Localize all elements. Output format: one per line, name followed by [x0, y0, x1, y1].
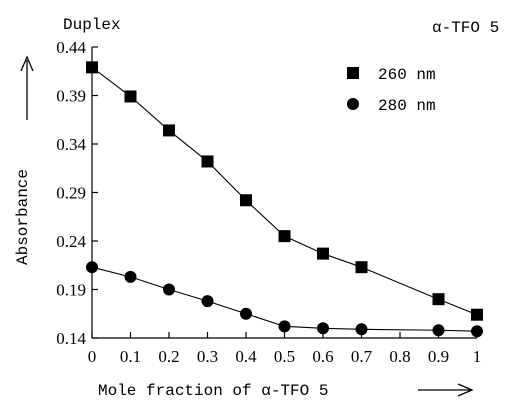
x-axis-label: Mole fraction of α-TFO 5 — [98, 382, 328, 400]
series-280-nm-point — [278, 320, 291, 333]
y-ticks: 0.44 0.39 0.34 0.29 0.24 0.19 0.14 — [56, 38, 98, 348]
series-260-nm-point — [317, 247, 329, 260]
series-260-nm-point — [240, 194, 252, 207]
x-tick-label: 0.4 — [235, 347, 257, 366]
x-tick-label: 0.3 — [197, 347, 218, 366]
x-tick-label: 0.2 — [158, 347, 179, 366]
series-280-nm-point — [240, 307, 252, 320]
series-260-nm-point — [124, 90, 137, 103]
series-260-nm-point — [163, 124, 175, 137]
y-tick-label: 0.14 — [56, 329, 86, 348]
series-280-nm-point — [201, 295, 214, 308]
y-tick-label: 0.44 — [56, 38, 86, 57]
series-260-nm-point — [432, 293, 445, 306]
x-tick-label: 0.1 — [120, 347, 141, 366]
series-260-nm-line — [91, 66, 478, 316]
legend-item: 260 nm — [347, 66, 436, 84]
legend-item: 280 nm — [347, 97, 436, 115]
legend-label: 260 nm — [378, 66, 436, 84]
series-280-nm-point — [86, 261, 98, 274]
series-260-nm-point — [471, 308, 483, 321]
series-280-nm-point — [124, 270, 137, 283]
y-tick-label: 0.24 — [56, 232, 86, 251]
x-tick-label: 0.5 — [274, 347, 295, 366]
y-tick-label: 0.29 — [56, 184, 86, 203]
y-tick-label: 0.19 — [56, 281, 86, 300]
legend: 260 nm 280 nm — [347, 66, 436, 115]
series-280-nm-point — [355, 323, 368, 336]
series-280-nm-line — [91, 266, 478, 332]
x-axis-title: Mole fraction of α-TFO 5 — [98, 382, 474, 400]
series-layer — [86, 61, 483, 338]
series-260-nm-point — [86, 61, 98, 74]
series-280-nm-point — [163, 283, 175, 296]
corner-left-label: Duplex — [63, 16, 121, 34]
y-axis-title: Absorbance — [14, 55, 34, 265]
series-260-nm-point — [201, 155, 214, 168]
y-tick-label: 0.34 — [56, 135, 86, 154]
x-tick-label: 0.7 — [351, 347, 373, 366]
x-ticks: 0 0.1 0.2 0.3 0.4 0.5 0.6 0.7 0.8 0.9 1 — [88, 332, 482, 366]
series-260-nm — [86, 61, 483, 321]
x-axis-arrowhead — [457, 383, 474, 397]
x-tick-label: 0.9 — [428, 347, 449, 366]
legend-marker-square — [347, 67, 359, 79]
series-280-nm-point — [432, 324, 445, 337]
series-280-nm — [86, 261, 483, 338]
corner-right-label: α-TFO 5 — [432, 19, 499, 37]
x-tick-label: 0 — [88, 347, 97, 366]
series-260-nm-point — [355, 261, 368, 274]
series-280-nm-point — [471, 325, 483, 338]
x-tick-label: 0.8 — [389, 347, 410, 366]
y-axis-arrowhead — [20, 55, 34, 72]
legend-marker-circle — [347, 98, 359, 110]
series-260-nm-point — [278, 230, 291, 243]
x-tick-label: 1 — [473, 347, 482, 366]
axes — [91, 47, 477, 339]
x-tick-label: 0.6 — [312, 347, 333, 366]
legend-label: 280 nm — [378, 97, 436, 115]
y-axis-label: Absorbance — [14, 169, 32, 265]
y-tick-label: 0.39 — [56, 87, 86, 106]
series-280-nm-point — [317, 322, 329, 335]
